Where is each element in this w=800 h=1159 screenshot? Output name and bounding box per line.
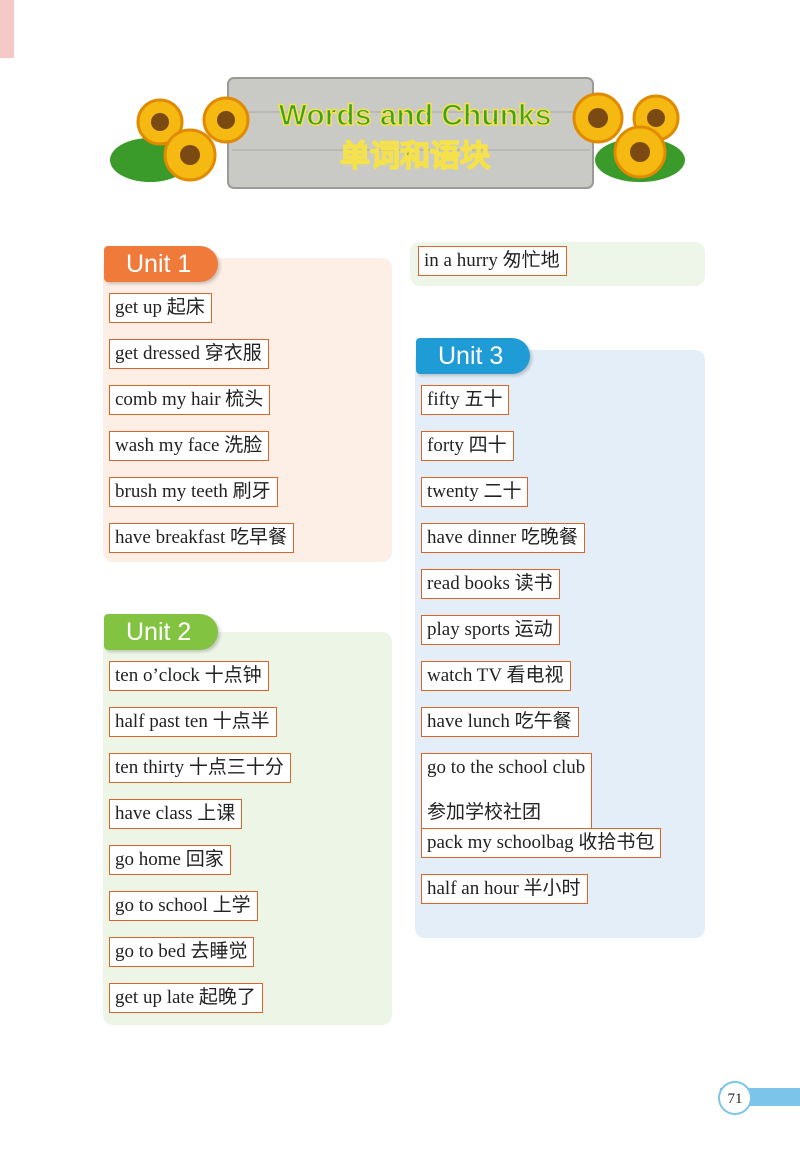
word-item: fifty 五十 (421, 385, 510, 415)
subtitle: 单词和语块 (340, 139, 490, 174)
word-text: go to bed 去睡觉 (115, 941, 248, 962)
word-item: in a hurry 匆忙地 (418, 246, 567, 276)
unit-label: Unit 3 (416, 338, 530, 374)
corner-mark (0, 0, 14, 58)
word-item: have breakfast 吃早餐 (109, 523, 294, 553)
word-item: go home 回家 (109, 845, 231, 875)
word-text: twenty 二十 (427, 481, 522, 502)
unit-label: Unit 2 (104, 614, 218, 650)
word-text: 参加学校社团 (427, 802, 542, 823)
word-text: get up 起床 (115, 297, 205, 318)
word-item: pack my schoolbag 收拾书包 (421, 828, 662, 858)
word-text: pack my schoolbag 收拾书包 (427, 832, 655, 853)
word-item: watch TV 看电视 (421, 661, 571, 691)
header-art: Words and Chunks 单词和语块 (110, 77, 685, 189)
word-text: go home 回家 (115, 849, 224, 870)
word-item: have class 上课 (109, 799, 243, 829)
word-text: in a hurry 匆忙地 (424, 250, 560, 271)
word-text: have lunch 吃午餐 (427, 711, 572, 732)
word-item: go to school 上学 (109, 891, 258, 921)
word-item: read books 读书 (421, 569, 560, 599)
word-item: play sports 运动 (421, 615, 560, 645)
word-text: forty 四十 (427, 435, 507, 456)
word-text: go to school 上学 (115, 895, 251, 916)
word-text: get up late 起晚了 (115, 987, 256, 1008)
word-text: ten o’clock 十点钟 (115, 665, 262, 686)
word-text: brush my teeth 刷牙 (115, 481, 271, 502)
word-item: have dinner 吃晚餐 (421, 523, 585, 553)
word-item: get dressed 穿衣服 (109, 339, 269, 369)
word-text: half an hour 半小时 (427, 878, 581, 899)
page-number-badge: 71 (718, 1081, 800, 1115)
word-text: comb my hair 梳头 (115, 389, 264, 410)
word-text: have dinner 吃晚餐 (427, 527, 578, 548)
word-item: get up 起床 (109, 293, 212, 323)
word-item: half past ten 十点半 (109, 707, 277, 737)
unit-label: Unit 1 (104, 246, 218, 282)
word-item: twenty 二十 (421, 477, 529, 507)
word-item: go to bed 去睡觉 (109, 937, 255, 967)
word-text: play sports 运动 (427, 619, 553, 640)
word-item: get up late 起晚了 (109, 983, 263, 1013)
word-item: brush my teeth 刷牙 (109, 477, 278, 507)
word-text: ten thirty 十点三十分 (115, 757, 284, 778)
word-item: ten o’clock 十点钟 (109, 661, 269, 691)
word-text: have class 上课 (115, 803, 236, 824)
word-text: watch TV 看电视 (427, 665, 564, 686)
word-item: ten thirty 十点三十分 (109, 753, 291, 783)
word-item: comb my hair 梳头 (109, 385, 271, 415)
page-number: 71 (728, 1091, 743, 1107)
word-item: half an hour 半小时 (421, 874, 588, 904)
word-text: get dressed 穿衣服 (115, 343, 262, 364)
word-text: read books 读书 (427, 573, 553, 594)
word-item: have lunch 吃午餐 (421, 707, 579, 737)
title: Words and Chunks (279, 99, 552, 132)
word-text: fifty 五十 (427, 389, 503, 410)
word-text: have breakfast 吃早餐 (115, 527, 287, 548)
word-text: half past ten 十点半 (115, 711, 270, 732)
word-item: forty 四十 (421, 431, 514, 461)
word-text: go to the school club (427, 757, 586, 778)
word-item: wash my face 洗脸 (109, 431, 270, 461)
word-text: wash my face 洗脸 (115, 435, 263, 456)
